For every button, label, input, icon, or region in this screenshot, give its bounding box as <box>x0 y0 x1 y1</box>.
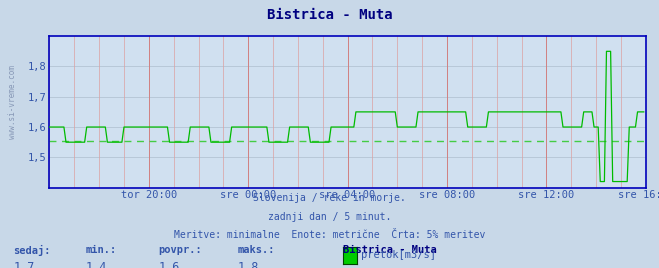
Text: 1,6: 1,6 <box>158 261 179 268</box>
Text: min.:: min.: <box>86 245 117 255</box>
Text: povpr.:: povpr.: <box>158 245 202 255</box>
Text: pretok[m3/s]: pretok[m3/s] <box>361 250 436 260</box>
Text: Bistrica - Muta: Bistrica - Muta <box>343 245 436 255</box>
Text: Meritve: minimalne  Enote: metrične  Črta: 5% meritev: Meritve: minimalne Enote: metrične Črta:… <box>174 230 485 240</box>
Text: www.si-vreme.com: www.si-vreme.com <box>8 65 17 139</box>
Text: 1,4: 1,4 <box>86 261 107 268</box>
Text: 1,8: 1,8 <box>237 261 258 268</box>
Text: Bistrica - Muta: Bistrica - Muta <box>267 8 392 22</box>
Text: zadnji dan / 5 minut.: zadnji dan / 5 minut. <box>268 212 391 222</box>
Text: sedaj:: sedaj: <box>13 245 51 256</box>
Text: Slovenija / reke in morje.: Slovenija / reke in morje. <box>253 193 406 203</box>
Text: 1,7: 1,7 <box>13 261 34 268</box>
Text: maks.:: maks.: <box>237 245 275 255</box>
